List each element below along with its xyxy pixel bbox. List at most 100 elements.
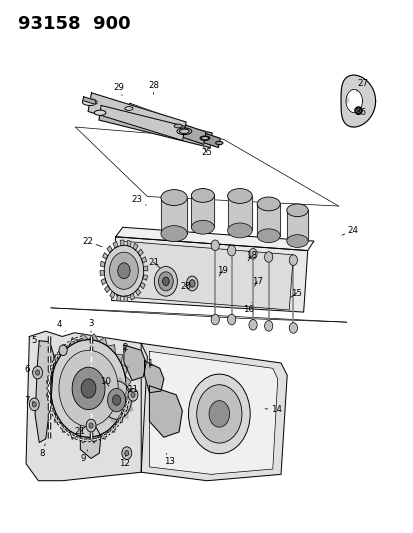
- Polygon shape: [125, 389, 131, 401]
- Ellipse shape: [227, 189, 252, 204]
- Circle shape: [227, 314, 235, 325]
- Circle shape: [248, 319, 256, 330]
- Polygon shape: [286, 211, 307, 241]
- Polygon shape: [88, 435, 98, 443]
- Polygon shape: [100, 261, 105, 266]
- Ellipse shape: [176, 128, 191, 135]
- Ellipse shape: [256, 197, 280, 211]
- Text: 2: 2: [123, 343, 128, 352]
- Polygon shape: [120, 240, 123, 246]
- Polygon shape: [107, 345, 115, 354]
- Polygon shape: [123, 296, 127, 302]
- Text: 13: 13: [163, 454, 174, 466]
- Text: 16: 16: [242, 303, 253, 314]
- Text: 17: 17: [251, 277, 262, 286]
- Text: 21: 21: [75, 426, 85, 437]
- Circle shape: [227, 245, 235, 256]
- Ellipse shape: [124, 107, 133, 110]
- Text: 19: 19: [217, 266, 228, 276]
- Circle shape: [72, 367, 105, 410]
- Polygon shape: [110, 377, 116, 383]
- Text: 23: 23: [131, 195, 146, 205]
- Polygon shape: [88, 93, 186, 141]
- Polygon shape: [101, 279, 106, 285]
- Text: 20: 20: [180, 282, 191, 291]
- Polygon shape: [109, 292, 115, 298]
- Polygon shape: [116, 417, 123, 423]
- Text: 29: 29: [113, 83, 124, 95]
- Circle shape: [89, 423, 93, 428]
- Polygon shape: [161, 198, 187, 233]
- Polygon shape: [46, 389, 52, 401]
- Text: 28: 28: [148, 80, 159, 94]
- Polygon shape: [140, 282, 145, 289]
- Polygon shape: [227, 196, 252, 230]
- Polygon shape: [116, 241, 293, 310]
- Polygon shape: [78, 435, 88, 443]
- Polygon shape: [99, 106, 212, 148]
- Text: 22: 22: [82, 237, 102, 247]
- Polygon shape: [49, 364, 56, 376]
- Circle shape: [196, 385, 241, 443]
- Polygon shape: [138, 249, 143, 256]
- Polygon shape: [113, 241, 118, 248]
- Polygon shape: [130, 294, 135, 300]
- Circle shape: [188, 374, 249, 454]
- Circle shape: [109, 252, 138, 289]
- Polygon shape: [88, 334, 98, 341]
- Circle shape: [289, 322, 297, 333]
- Text: 93158  900: 93158 900: [18, 14, 130, 33]
- Polygon shape: [78, 334, 88, 341]
- Polygon shape: [116, 295, 121, 301]
- Polygon shape: [62, 423, 69, 432]
- Polygon shape: [100, 405, 105, 412]
- Circle shape: [289, 255, 297, 265]
- Polygon shape: [107, 423, 115, 432]
- Text: 18: 18: [245, 252, 256, 261]
- Polygon shape: [191, 196, 214, 227]
- Polygon shape: [340, 75, 375, 127]
- Text: 8: 8: [39, 444, 45, 458]
- Text: 4: 4: [57, 320, 65, 331]
- Circle shape: [33, 366, 43, 379]
- Text: 24: 24: [341, 226, 358, 235]
- Circle shape: [264, 320, 272, 331]
- Polygon shape: [144, 361, 164, 393]
- Circle shape: [211, 240, 219, 251]
- Polygon shape: [98, 337, 107, 346]
- Polygon shape: [123, 382, 128, 388]
- Circle shape: [29, 398, 39, 411]
- Circle shape: [102, 381, 131, 419]
- Polygon shape: [35, 341, 54, 442]
- Text: 15: 15: [290, 288, 301, 297]
- Polygon shape: [133, 244, 138, 250]
- Text: 25: 25: [201, 147, 212, 157]
- Polygon shape: [100, 271, 104, 276]
- Polygon shape: [69, 431, 78, 439]
- Polygon shape: [110, 417, 116, 423]
- Ellipse shape: [286, 235, 307, 247]
- Polygon shape: [143, 266, 147, 271]
- Polygon shape: [83, 97, 96, 104]
- Circle shape: [107, 389, 125, 412]
- Polygon shape: [125, 376, 131, 389]
- Circle shape: [36, 370, 40, 375]
- Text: 12: 12: [119, 455, 130, 469]
- Polygon shape: [102, 253, 108, 259]
- Text: 10: 10: [99, 376, 110, 386]
- Polygon shape: [55, 413, 62, 423]
- Polygon shape: [256, 204, 280, 236]
- Polygon shape: [131, 396, 134, 405]
- Circle shape: [128, 389, 138, 401]
- Circle shape: [59, 345, 67, 356]
- Polygon shape: [115, 413, 122, 423]
- Circle shape: [211, 314, 219, 325]
- Circle shape: [117, 263, 130, 279]
- Polygon shape: [141, 257, 146, 263]
- Ellipse shape: [205, 138, 216, 143]
- Ellipse shape: [161, 190, 187, 206]
- Polygon shape: [105, 382, 110, 388]
- Circle shape: [248, 248, 256, 259]
- Polygon shape: [80, 423, 101, 458]
- Ellipse shape: [256, 229, 280, 243]
